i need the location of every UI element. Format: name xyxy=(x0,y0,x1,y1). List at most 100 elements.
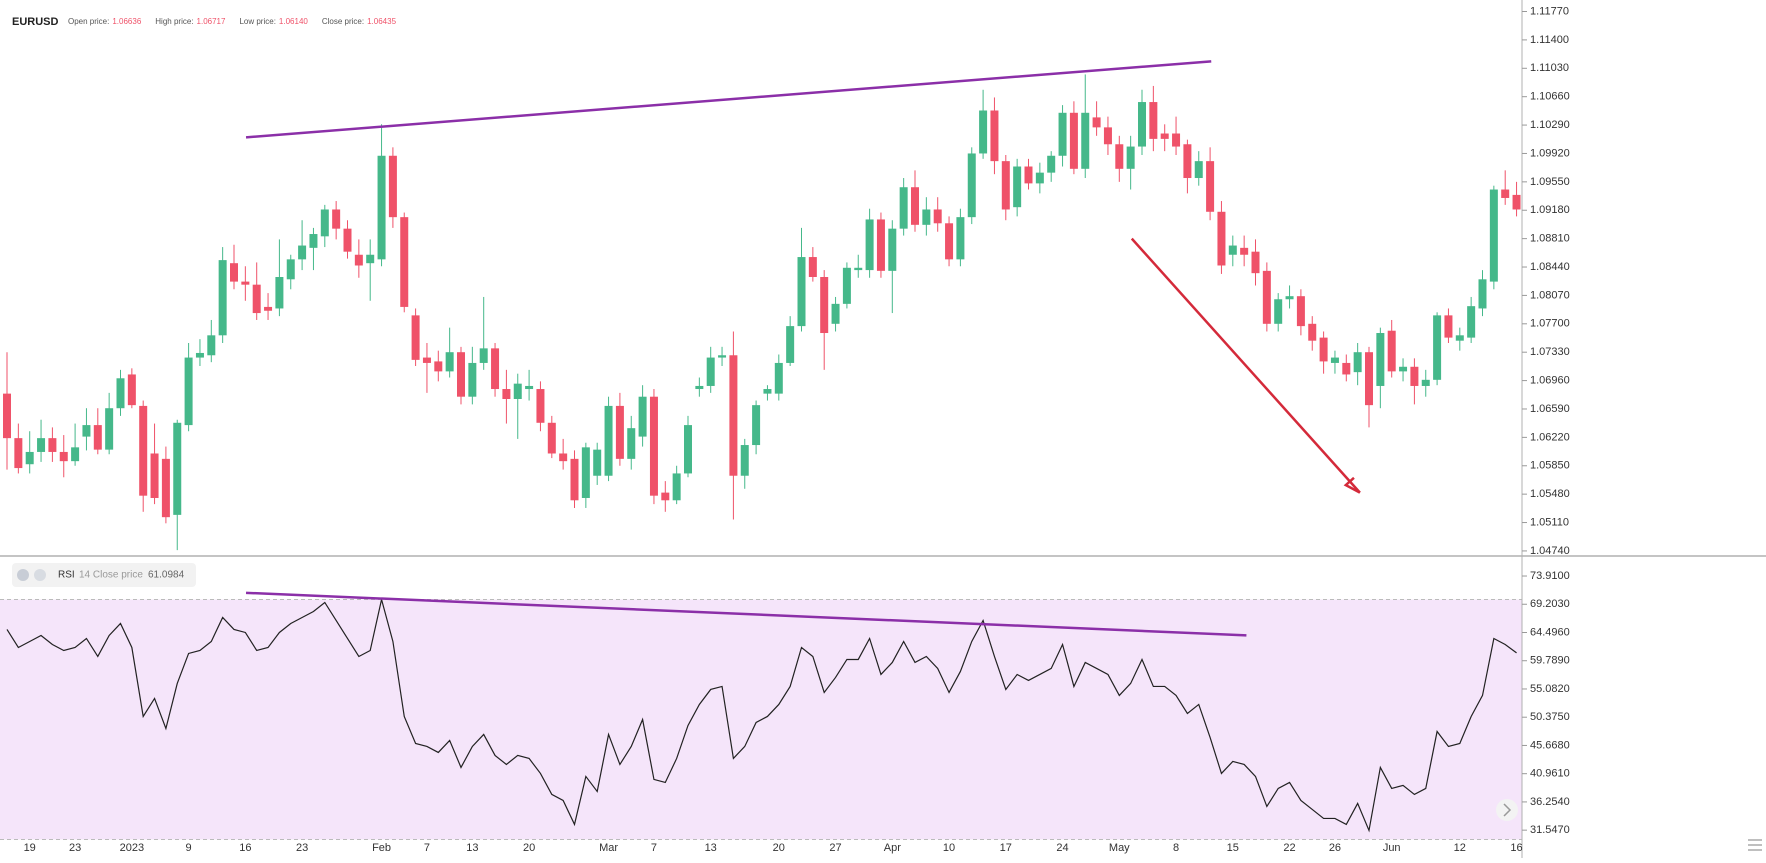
indicator-value: 61.0984 xyxy=(148,570,185,581)
candle-body xyxy=(1024,166,1033,184)
candle-body xyxy=(672,473,681,501)
candle-body xyxy=(127,374,136,406)
candle-body xyxy=(105,408,114,450)
x-tick-label: 12 xyxy=(1454,842,1466,854)
candle-body xyxy=(1433,315,1442,380)
x-tick-label: 16 xyxy=(1510,842,1522,854)
candle-body xyxy=(661,492,670,501)
y-tick-label: 36.2540 xyxy=(1530,796,1570,808)
candle-body xyxy=(570,458,579,501)
candle-body xyxy=(195,352,204,358)
candle-body xyxy=(1274,299,1283,324)
x-tick-label: 8 xyxy=(1173,842,1179,854)
candle-body xyxy=(876,219,885,271)
candle-body xyxy=(1183,144,1192,179)
candle-body xyxy=(979,110,988,154)
candle-body xyxy=(638,396,647,437)
x-tick-label: 17 xyxy=(1000,842,1012,854)
candle-body xyxy=(1115,144,1124,169)
candle-body xyxy=(945,223,954,260)
indicator-toggle[interactable] xyxy=(17,569,29,581)
candle-body xyxy=(1069,112,1078,169)
candle-body xyxy=(1149,102,1158,139)
readout-label: Close price: xyxy=(322,17,364,26)
y-tick-label: 1.11770 xyxy=(1530,5,1569,17)
candle-body xyxy=(1467,306,1476,338)
candle-body xyxy=(1319,337,1328,362)
candle-body xyxy=(1376,333,1385,386)
indicator-settings[interactable] xyxy=(34,569,46,581)
candle-body xyxy=(1387,330,1396,372)
candle-body xyxy=(1365,352,1373,406)
candle-body xyxy=(1421,379,1430,386)
y-tick-label: 59.7890 xyxy=(1530,655,1570,667)
candle-body xyxy=(1296,296,1305,327)
candle-body xyxy=(684,425,692,474)
candle-body xyxy=(581,447,590,498)
y-tick-label: 1.05110 xyxy=(1530,516,1569,528)
candle-body xyxy=(1172,133,1181,147)
candle-body xyxy=(1455,335,1464,341)
scroll-button[interactable] xyxy=(1496,799,1518,821)
y-tick-label: 1.07700 xyxy=(1530,318,1570,330)
candle-body xyxy=(25,451,34,465)
x-tick-label: Apr xyxy=(884,842,901,854)
candle-body xyxy=(377,155,386,260)
y-tick-label: 55.0820 xyxy=(1530,683,1570,695)
readout-label: Open price: xyxy=(68,17,109,26)
candle-body xyxy=(445,352,454,372)
candle-body xyxy=(922,209,931,225)
candle-body xyxy=(468,362,477,397)
candle-body xyxy=(1478,279,1487,309)
candle-body xyxy=(1206,161,1215,212)
y-tick-label: 1.10660 xyxy=(1530,91,1570,103)
candle-body xyxy=(1092,117,1101,128)
settings-icon[interactable] xyxy=(1748,839,1762,851)
candle-body xyxy=(842,267,851,304)
candle-body xyxy=(808,257,817,277)
y-tick-label: 1.07330 xyxy=(1530,346,1570,358)
candle-body xyxy=(797,257,806,327)
candle-body xyxy=(536,389,545,423)
y-tick-label: 1.11030 xyxy=(1530,62,1569,74)
candle-body xyxy=(1342,362,1351,375)
x-tick-label: May xyxy=(1109,842,1130,854)
x-tick-label: 20 xyxy=(523,842,535,854)
candle-body xyxy=(275,277,284,309)
candle-body xyxy=(298,245,307,260)
candle-body xyxy=(740,445,749,476)
x-tick-label: 15 xyxy=(1227,842,1239,854)
candle-body xyxy=(774,362,783,394)
y-tick-label: 69.2030 xyxy=(1530,598,1570,610)
candle-body xyxy=(1126,146,1135,169)
candle-body xyxy=(218,260,227,336)
candle-body xyxy=(967,153,976,218)
candle-body xyxy=(1160,133,1169,139)
x-tick-label: 19 xyxy=(24,842,36,854)
candle-body xyxy=(1353,352,1362,373)
symbol-title: EURUSD xyxy=(12,16,59,28)
candle-body xyxy=(1410,366,1419,386)
candle-body xyxy=(1330,357,1339,363)
candle-body xyxy=(1217,211,1226,266)
y-tick-label: 1.08440 xyxy=(1530,261,1570,273)
candle-body xyxy=(1444,315,1453,338)
x-tick-label: 13 xyxy=(705,842,717,854)
trendline xyxy=(245,60,1212,139)
rsi-line xyxy=(6,599,1517,833)
candle-body xyxy=(1081,112,1090,169)
x-tick-label: 7 xyxy=(651,842,657,854)
candle-body xyxy=(116,378,125,409)
candle-body xyxy=(161,458,170,518)
candle-body xyxy=(627,428,636,459)
y-tick-label: 1.09550 xyxy=(1530,176,1570,188)
candle-body xyxy=(139,405,148,496)
candle-body xyxy=(763,389,772,394)
candle-body xyxy=(1251,251,1260,274)
y-tick-label: 50.3750 xyxy=(1530,711,1570,723)
indicator-name: RSI xyxy=(58,570,75,581)
candle-body xyxy=(888,228,897,271)
candle-body xyxy=(366,254,375,264)
candle-body xyxy=(252,284,261,314)
